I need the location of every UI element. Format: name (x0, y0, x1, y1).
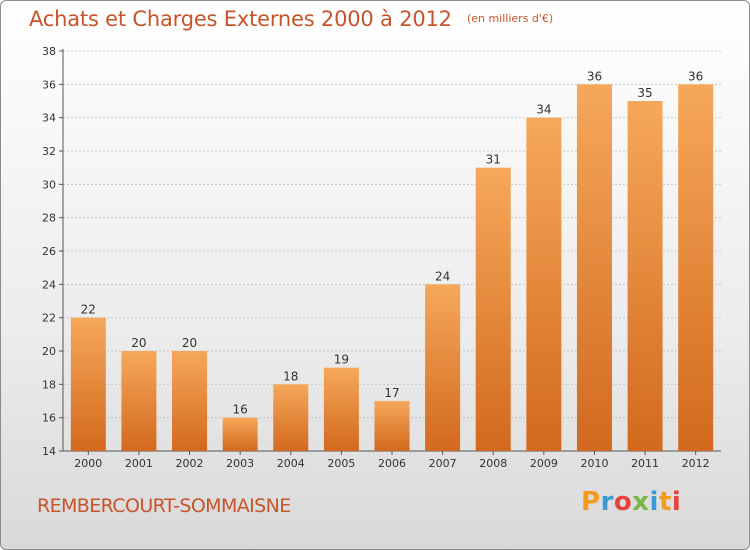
proxiti-logo[interactable]: Proxiti (581, 487, 681, 517)
bar-2009 (526, 117, 562, 452)
x-tick-label-2011: 2011 (631, 457, 659, 470)
logo-letter: r (600, 487, 614, 517)
axes: 14 16 18 20 22 24 26 28 30 32 34 36 38 2000 2001 2002 20… (42, 45, 721, 470)
bar-2011 (627, 101, 663, 451)
bar-2001 (121, 351, 157, 451)
bar-2008 (475, 167, 511, 451)
x-tick-label-2004: 2004 (277, 457, 305, 470)
bar-2005 (323, 367, 359, 451)
x-tick-label-2010: 2010 (580, 457, 608, 470)
logo-letter: t (658, 487, 672, 517)
value-label-2008: 31 (486, 153, 501, 167)
y-tick-label: 28 (42, 212, 56, 225)
bar-2007 (425, 284, 461, 451)
x-tick-label-2003: 2003 (226, 457, 254, 470)
value-label-2000: 22 (81, 303, 96, 317)
logo-letter: i (649, 487, 659, 517)
y-tick-label: 36 (42, 78, 56, 91)
y-tick-label: 38 (42, 45, 56, 58)
logo-letter: i (671, 487, 682, 517)
chart-unit-label: (en milliers d'€) (466, 12, 554, 25)
x-tick-label-2007: 2007 (429, 457, 457, 470)
value-label-2001: 20 (131, 336, 146, 350)
commune-name: REMBERCOURT-SOMMAISNE (37, 495, 291, 517)
y-tick-label: 26 (42, 245, 56, 258)
bar-2003 (222, 417, 258, 451)
y-tick-label: 16 (42, 412, 56, 425)
x-tick-label-2002: 2002 (176, 457, 204, 470)
y-tick-label: 30 (42, 178, 56, 191)
logo-letter: P (581, 487, 601, 517)
x-tick-label-2009: 2009 (530, 457, 558, 470)
y-tick-label: 32 (42, 145, 56, 158)
chart-title: Achats et Charges Externes 2000 à 2012 (… (29, 7, 553, 31)
bar-2004 (273, 384, 309, 451)
x-tick-label-2012: 2012 (682, 457, 710, 470)
value-label-2007: 24 (435, 269, 450, 283)
logo-letter: o (613, 487, 633, 517)
value-label-2012: 36 (688, 69, 703, 83)
y-tick-label: 14 (42, 445, 56, 458)
x-tick-label-2005: 2005 (327, 457, 355, 470)
value-label-2010: 36 (587, 69, 602, 83)
value-label-2002: 20 (182, 336, 197, 350)
bar-2002 (172, 351, 208, 451)
x-tick-label-2000: 2000 (74, 457, 102, 470)
y-tick-label: 24 (42, 278, 56, 291)
chart-title-text: Achats et Charges Externes 2000 à 2012 (29, 7, 452, 31)
y-tick-label: 22 (42, 312, 56, 325)
bar-2010 (576, 84, 612, 451)
x-tick-label-2001: 2001 (125, 457, 153, 470)
logo-letter: x (632, 487, 650, 517)
value-label-2003: 16 (233, 403, 248, 417)
x-tick-label-2006: 2006 (378, 457, 406, 470)
value-label-2011: 35 (637, 86, 652, 100)
data-labels: 22 20 20 16 18 19 17 24 31 34 36 35 36 (81, 69, 704, 416)
value-label-2005: 19 (334, 353, 349, 367)
value-label-2004: 18 (283, 369, 298, 383)
value-label-2006: 17 (384, 386, 399, 400)
x-tick-label-2008: 2008 (479, 457, 507, 470)
y-tick-label: 20 (42, 345, 56, 358)
bar-2006 (374, 401, 410, 451)
value-label-2009: 34 (536, 103, 551, 117)
bars (70, 84, 714, 452)
y-tick-label: 18 (42, 378, 56, 391)
bar-2000 (70, 317, 106, 451)
y-tick-label: 34 (42, 112, 56, 125)
bar-2012 (678, 84, 714, 451)
